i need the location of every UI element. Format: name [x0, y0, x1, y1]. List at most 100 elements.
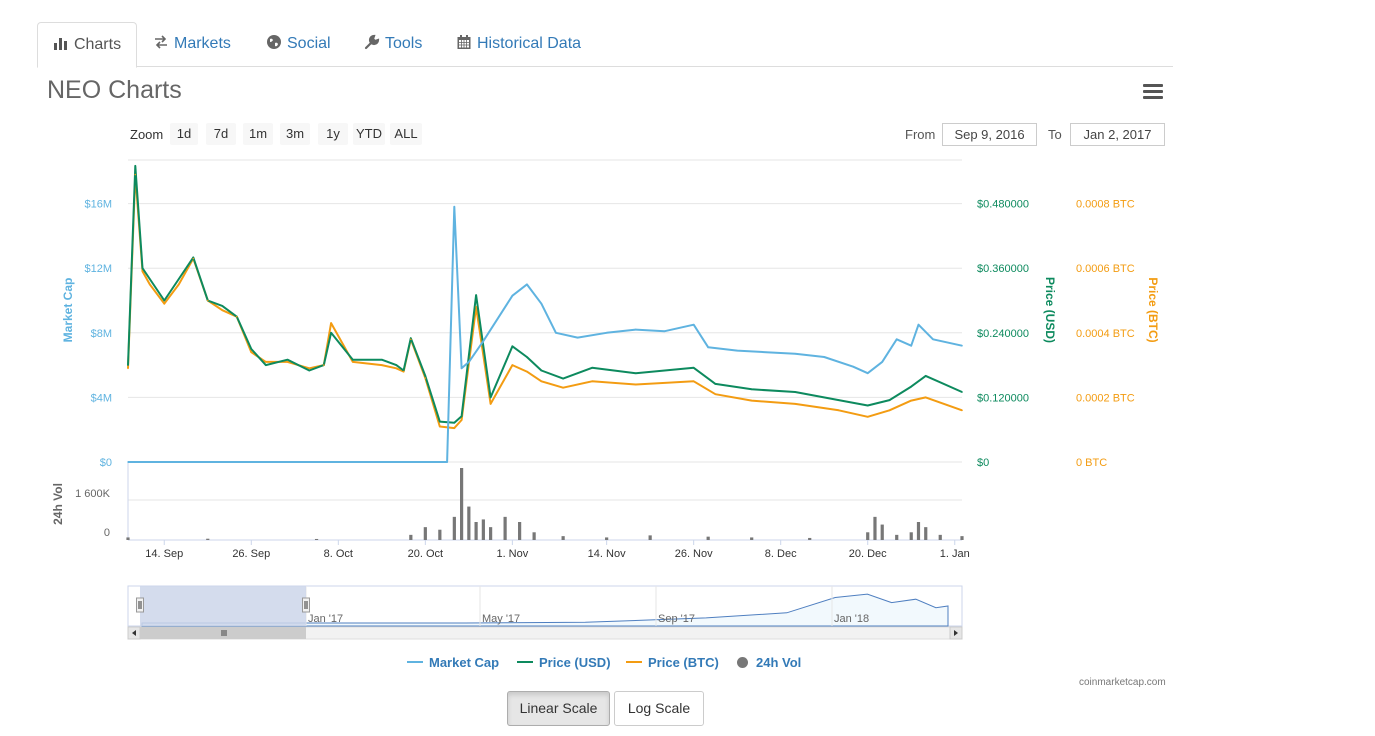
price-usd-point	[148, 278, 151, 280]
market-cap-point	[866, 372, 869, 374]
market-cap-point	[932, 338, 934, 341]
tab-label: Historical Data	[477, 35, 582, 52]
price-btc-point	[424, 377, 427, 379]
chevron-right-icon	[954, 630, 958, 636]
volume-bar	[960, 536, 964, 540]
price-btc-point	[127, 367, 129, 370]
volume-bar	[489, 527, 493, 540]
navigator-handle	[136, 597, 144, 613]
tab-charts[interactable]: Charts	[37, 22, 137, 68]
legend-price-usd[interactable]: Price (USD)	[517, 655, 611, 670]
price-btc-point	[330, 322, 332, 324]
price-usd-point	[866, 404, 869, 407]
price-usd-point	[910, 385, 913, 388]
legend-swatch	[407, 661, 423, 663]
linear-scale-button[interactable]: Linear Scale	[507, 691, 610, 726]
navigator-selection	[140, 586, 306, 626]
bar-chart-icon	[53, 38, 67, 50]
chart-credit[interactable]: coinmarketcap.com	[1079, 677, 1166, 688]
price-usd-point	[286, 358, 289, 361]
legend-label: 24h Vol	[756, 655, 802, 670]
price-btc-point	[163, 302, 166, 305]
scrollbar-grip	[221, 630, 227, 636]
price-usd-point	[330, 332, 332, 334]
price-btc-point	[323, 364, 325, 366]
zoom-7d-button[interactable]: 7d	[206, 123, 236, 145]
price-usd-point	[177, 278, 180, 280]
tab-tools[interactable]: Tools	[364, 22, 422, 65]
price-btc-point	[562, 386, 564, 389]
legend-swatch	[737, 657, 748, 668]
y-tick-volume: 1 600K	[75, 488, 111, 500]
price-usd-point	[460, 415, 463, 418]
legend-24h-vol[interactable]: 24h Vol	[737, 655, 801, 670]
y-axis-title-volume: 24h Vol	[51, 483, 65, 525]
tab-historical-data[interactable]: Historical Data	[456, 22, 581, 65]
price-usd-point	[924, 375, 927, 377]
x-tick-label: 1. Nov	[496, 548, 528, 560]
scrollbar-thumb	[140, 627, 306, 639]
y-tick-price-usd: $0.360000	[977, 263, 1029, 275]
legend-price-btc[interactable]: Price (BTC)	[626, 655, 719, 670]
market-cap-point	[576, 336, 579, 339]
price-btc-point	[134, 173, 137, 176]
x-tick-label: 14. Sep	[145, 548, 183, 560]
x-tick-label: 1. Jan	[940, 548, 970, 560]
zoom-1m-button[interactable]: 1m	[243, 123, 273, 145]
market-cap-point	[482, 340, 485, 342]
price-btc-point	[837, 409, 840, 412]
volume-bar	[467, 506, 471, 540]
price-usd-point	[163, 299, 166, 302]
price-btc-point	[910, 399, 913, 402]
tab-social[interactable]: Social	[266, 22, 331, 65]
price-btc-point	[286, 361, 289, 363]
hamburger-menu-icon[interactable]	[1143, 84, 1163, 100]
volume-bar	[916, 522, 921, 540]
chevron-left-icon	[132, 630, 136, 636]
market-cap-point	[134, 461, 137, 463]
market-cap-point	[736, 349, 738, 352]
volume-bar	[909, 532, 913, 540]
x-tick-label: 20. Dec	[849, 548, 887, 560]
y-axis-title-market-cap: Market Cap	[61, 278, 75, 343]
volume-bar	[126, 537, 130, 540]
price-btc-point	[206, 299, 209, 302]
price-btc-point	[489, 403, 492, 405]
tab-markets[interactable]: Markets	[153, 22, 231, 65]
zoom-1y-button[interactable]: 1y	[318, 123, 348, 145]
market-cap-point	[663, 330, 666, 332]
navigator[interactable]: Jan '17 May '17 Sep '17 Jan '18	[127, 585, 963, 640]
market-cap-point	[692, 323, 695, 326]
market-cap-point	[765, 351, 767, 353]
y-tick-price-btc: 0.0002 BTC	[1076, 392, 1135, 404]
zoom-ytd-button[interactable]: YTD	[353, 123, 385, 145]
navigator-tick-label: Jan '18	[834, 613, 869, 625]
volume-bar	[706, 536, 710, 540]
tab-label: Social	[287, 35, 331, 52]
zoom-all-button[interactable]: ALL	[390, 123, 422, 145]
zoom-3m-button[interactable]: 3m	[280, 123, 310, 145]
zoom-1d-button[interactable]: 1d	[170, 123, 198, 145]
price-btc-point	[888, 409, 891, 412]
volume-bar	[808, 537, 812, 540]
price-btc-point	[250, 351, 253, 353]
market-cap-point	[605, 332, 608, 334]
y-tick-volume: 0	[104, 527, 110, 539]
y-tick-market-cap: $8M	[91, 328, 112, 340]
log-scale-button[interactable]: Log Scale	[614, 691, 704, 726]
price-btc-point	[526, 370, 528, 373]
price-btc-point	[924, 396, 927, 399]
price-btc-point	[460, 419, 463, 421]
price-btc-point	[192, 257, 195, 260]
volume-bar	[873, 516, 877, 540]
volume-bar	[518, 522, 522, 540]
from-date-input[interactable]	[942, 123, 1037, 146]
to-date-input[interactable]	[1070, 123, 1165, 146]
legend-market-cap[interactable]: Market Cap	[407, 655, 499, 670]
price-btc-point	[221, 309, 224, 311]
market-cap-point	[446, 461, 448, 463]
price-btc-point	[692, 380, 695, 383]
wrench-icon	[364, 34, 380, 50]
tab-bar: Charts Markets Social Tools Historical D…	[37, 22, 1173, 68]
